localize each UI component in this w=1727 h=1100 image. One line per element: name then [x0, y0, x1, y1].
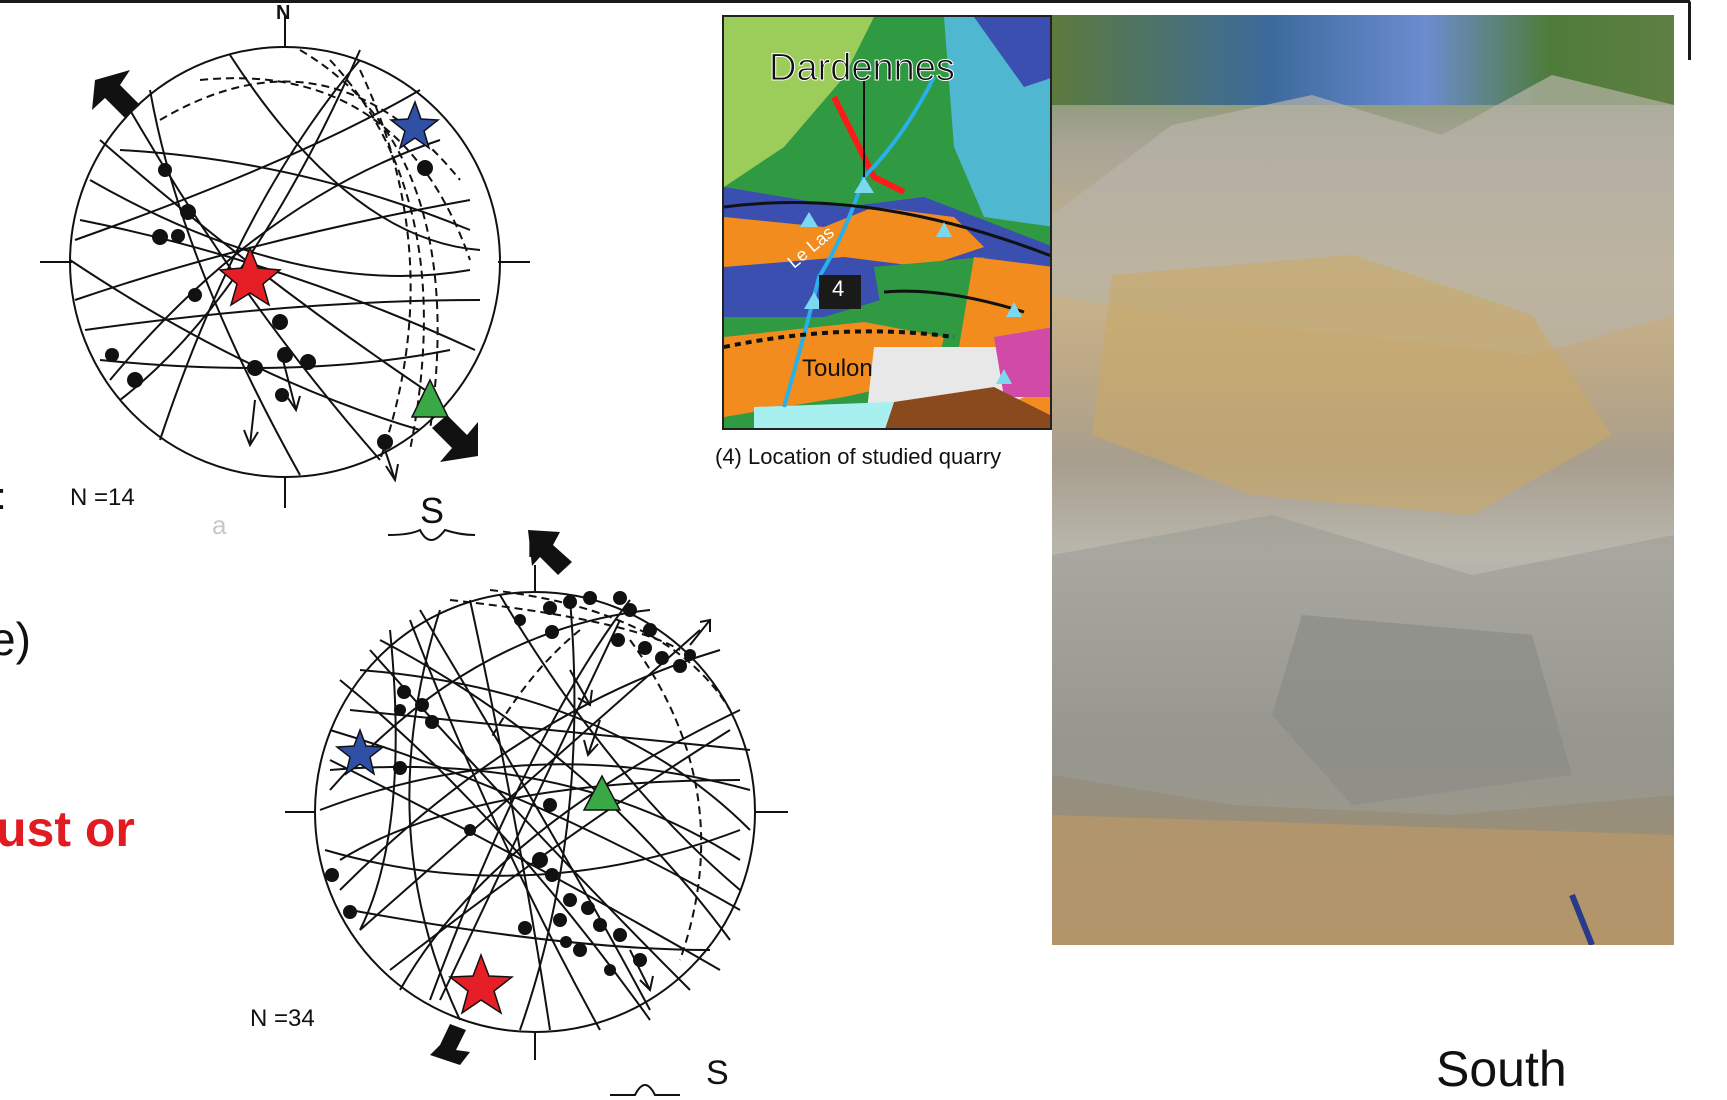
triangle-green: [410, 378, 450, 418]
partial-red-text: ust or: [0, 801, 135, 857]
outcrop-photo: [1052, 15, 1674, 945]
arrow-se: [432, 415, 478, 462]
partial-text-e: e): [0, 613, 31, 665]
top-north-label: N: [276, 2, 291, 24]
map-site-number: 4: [832, 276, 845, 301]
arrow-ne: [528, 530, 572, 575]
stereonet-top: [40, 16, 530, 541]
frame-right-border: [1688, 0, 1691, 60]
stereonet-bottom: [285, 530, 788, 1096]
bottom-count-label: N =34: [250, 1005, 315, 1032]
star-red: [218, 245, 282, 307]
map-label-toulon: Toulon: [802, 355, 873, 382]
top-count-label: N =14: [70, 484, 135, 511]
star-blue: [388, 99, 441, 150]
triangle-green-bottom: [582, 774, 622, 811]
top-faint-label: a: [212, 510, 227, 540]
geological-map: Dardennes Le Las 4 Toulon: [722, 15, 1052, 430]
photo-direction-label: South: [1436, 1041, 1567, 1097]
star-blue-bottom: [334, 727, 386, 776]
arrow-nw: [92, 70, 140, 118]
bottom-north-label: N: [528, 540, 543, 562]
map-caption: (4) Location of studied quarry: [715, 444, 1002, 469]
star-red-bottom: [447, 952, 515, 1015]
map-label-dardennes: Dardennes: [769, 47, 956, 90]
arrow-ssw: [430, 1024, 470, 1065]
partial-colon: :: [0, 476, 7, 519]
frame-top-border: [0, 0, 1690, 3]
bottom-south-label: S: [706, 1054, 729, 1092]
top-south-label: S: [420, 490, 445, 531]
